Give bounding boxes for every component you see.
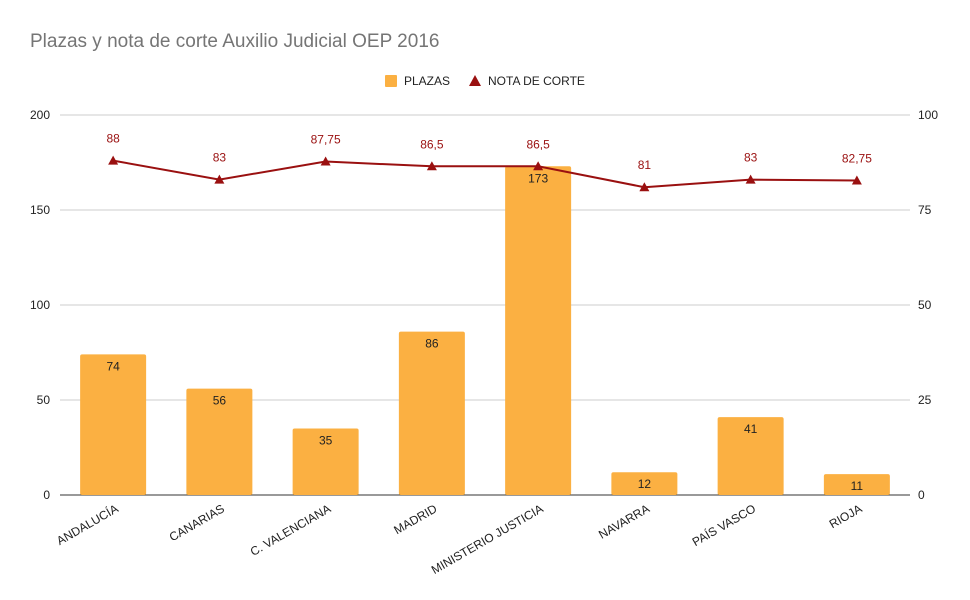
y2-tick-label: 100 [918,108,938,122]
y2-tick-label: 50 [918,298,932,312]
bar-value-label: 86 [425,337,439,351]
chart-title: Plazas y nota de corte Auxilio Judicial … [30,31,440,52]
category-labels: ANDALUCÍA CANARIAS C. VALENCIANA MADRIDMINI… [54,501,865,577]
category-label: MINISTERIO JUSTICIA [429,501,546,576]
line-point [108,155,119,165]
line-value-label: 83 [744,151,758,165]
line-value-label: 87,75 [311,133,341,147]
bar [186,388,253,495]
bar-value-label: 12 [638,477,652,491]
bar [292,428,359,495]
line-data-labels: 88 83 87,75 86,5 86,5 81 83 82,75 [106,132,872,173]
category-label: RIOJA [827,501,865,531]
legend-swatch-nota [469,75,481,86]
line-value-label: 81 [638,158,652,172]
bar [717,417,784,495]
series-line [112,159,857,189]
category-label: PAÍS VASCO [689,501,758,549]
bar [823,474,890,495]
bar [611,472,678,495]
bar-value-label: 74 [106,359,120,373]
line-series [108,155,862,192]
line-value-label: 83 [213,151,227,165]
line-point [426,161,437,171]
line-point [745,174,756,184]
line-point [533,161,544,171]
y2-tick-label: 25 [918,393,932,407]
y-tick-label: 200 [30,108,50,122]
bar-value-label: 56 [213,394,227,408]
bar [505,166,572,496]
line-point [214,174,225,184]
category-label: CANARIAS [167,501,227,544]
legend-label-plazas: PLAZAS [404,74,450,88]
legend-label-nota: NOTA DE CORTE [488,74,585,88]
y-tick-label: 0 [43,488,50,502]
left-axis-ticks: 0 50 100 150 200 [30,108,50,502]
bar [80,354,147,495]
y2-tick-label: 0 [918,488,925,502]
line-point [851,175,862,185]
bar-value-label: 11 [851,479,864,493]
line-value-label: 86,5 [420,137,444,151]
bar-value-label: 35 [319,434,333,448]
line-value-label: 86,5 [526,137,550,151]
category-label: C. VALENCIANA [248,501,333,558]
bar-value-label: 173 [528,171,548,185]
category-label: ANDALUCÍA [54,501,121,548]
right-axis-ticks: 0 25 50 75 100 [918,108,938,502]
line-value-label: 82,75 [842,152,872,166]
y-tick-label: 150 [30,203,50,217]
bar [398,331,465,495]
bar-data-labels: 74 56 35 86 173 12 41 11 [106,171,863,493]
legend: PLAZAS NOTA DE CORTE [385,74,585,88]
y2-tick-label: 75 [918,203,932,217]
category-label: NAVARRA [596,501,652,541]
y-tick-label: 50 [37,393,51,407]
category-label: MADRID [391,501,439,537]
line-point [320,156,331,166]
line-point [639,182,650,192]
bar-value-label: 41 [744,422,758,436]
legend-swatch-plazas [385,75,397,87]
line-value-label: 88 [106,132,120,146]
y-tick-label: 100 [30,298,50,312]
bar-series [80,166,890,496]
